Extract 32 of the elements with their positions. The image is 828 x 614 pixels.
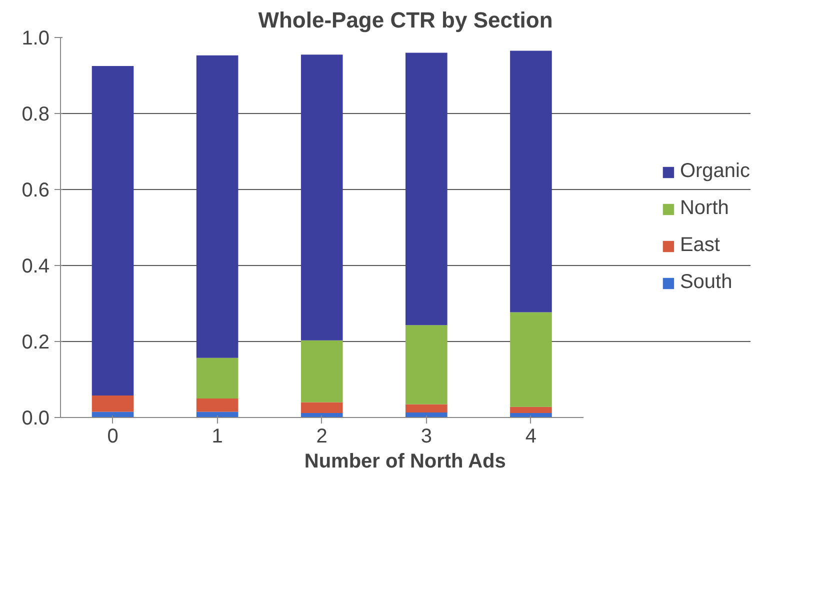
y-tick-label: 0.4 [22,256,50,278]
y-tick-label: 0.8 [22,104,50,126]
legend-label: Organic [680,160,750,183]
x-tick-label: 0 [107,426,118,448]
bar [406,412,448,418]
y-tick-label: 0.0 [22,408,50,430]
bar [510,50,552,312]
bar [510,312,552,407]
bar [196,398,238,412]
legend-label: East [680,234,720,257]
bar [196,55,238,358]
bar [406,52,448,326]
legend-label: North [680,197,729,220]
y-tick-label: 0.2 [22,332,50,354]
x-tick-label: 1 [212,426,223,448]
bar [92,66,134,396]
x-tick-label: 3 [420,426,432,448]
x-axis-title: Number of North Ads [304,450,506,472]
x-tick-label: 2 [316,426,328,448]
legend-label: South [680,271,732,294]
bar [300,340,343,402]
bar [196,358,238,398]
chart-title: Whole-Page CTR by Section [258,8,553,32]
bar [300,54,343,340]
x-tick-label: 4 [525,426,537,448]
bar [92,395,134,412]
bar [510,406,552,413]
y-tick-label: 1.0 [22,28,50,50]
y-tick-label: 0.6 [22,180,50,202]
bar [300,402,343,413]
bar [406,404,448,413]
bar [406,325,448,404]
